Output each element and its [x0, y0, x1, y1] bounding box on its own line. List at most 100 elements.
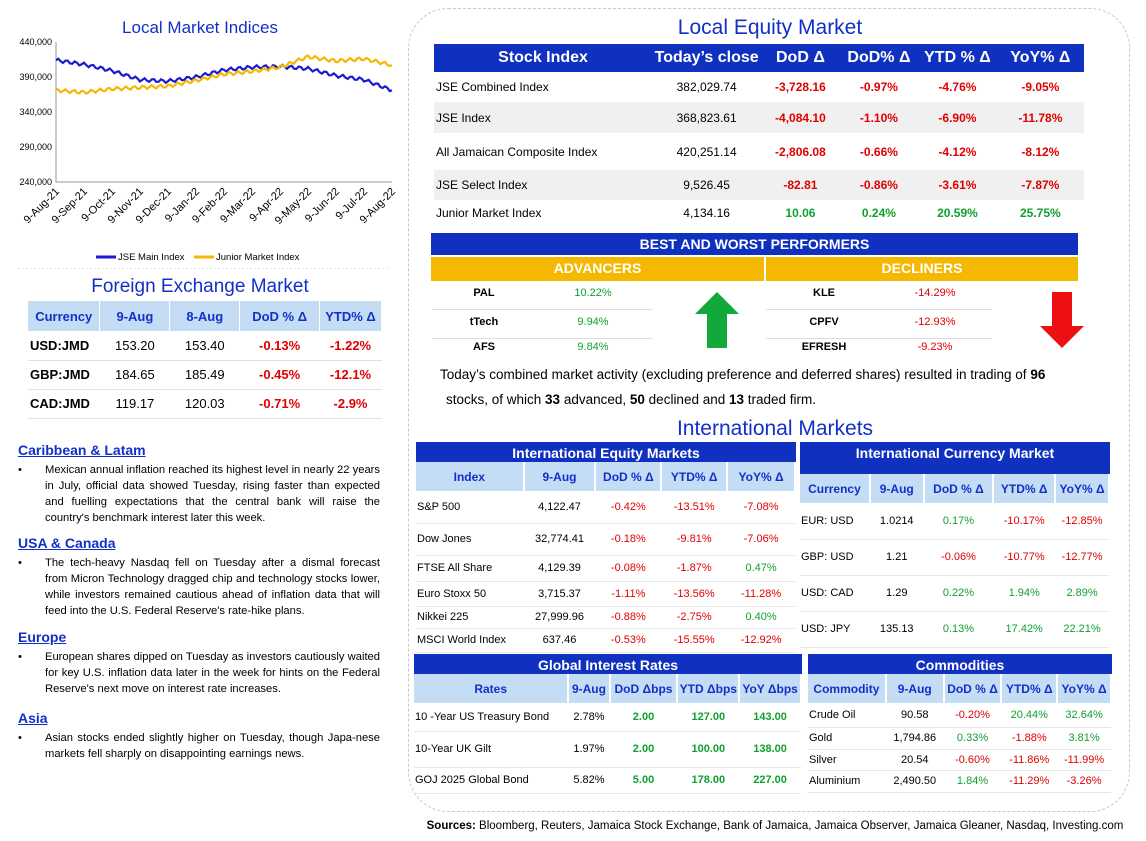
cell-value: -2,806.08 — [775, 144, 826, 159]
news-item: • European shares dipped on Tuesday as in… — [18, 649, 380, 697]
column-header: YoY% Δ — [1057, 674, 1112, 703]
row-label: JSE Index — [436, 110, 491, 125]
advancers-header: ADVANCERS — [431, 257, 764, 281]
row-label: Crude Oil — [808, 703, 886, 728]
column-header: YTD% Δ — [319, 301, 382, 331]
column-header: 9-Aug — [523, 462, 597, 491]
cell-value: 1.0214 — [869, 503, 924, 540]
cell-value: 143.00 — [739, 703, 801, 732]
cell-value: 227.00 — [739, 767, 801, 794]
row-divider — [766, 338, 992, 339]
cell-value: 1.94% — [993, 575, 1056, 612]
bullet-icon: • — [18, 651, 22, 663]
column-header: YTD% Δ — [993, 474, 1057, 503]
row-divider — [432, 338, 652, 339]
column-header: Index — [416, 462, 525, 491]
news-heading: Europe — [18, 629, 67, 645]
cell-value: -1.22% — [319, 331, 382, 361]
right-panel-frame — [408, 8, 1130, 812]
cell-value: -10.77% — [993, 539, 1056, 576]
advancer-ticker: AFS — [473, 341, 495, 353]
row-label: EUR: USD — [800, 503, 870, 540]
up-arrow-icon — [695, 292, 739, 348]
cell-value: 2.89% — [1055, 575, 1109, 612]
cell-value: 32,774.41 — [523, 523, 596, 556]
advancer-change: 10.22% — [574, 287, 612, 299]
bullet-icon: • — [18, 732, 22, 744]
table-row: GBP: USD 1.21 -0.06% -10.77% -12.77% — [800, 539, 1109, 576]
row-label: GOJ 2025 Global Bond — [414, 767, 569, 794]
intl-equity-title: International Equity Markets — [416, 442, 796, 464]
advancer-change: 9.84% — [577, 341, 609, 353]
decliner-ticker: CPFV — [809, 316, 839, 328]
news-text: The tech-heavy Nasdaq fell on Tuesday af… — [45, 557, 380, 617]
row-label: 10 -Year US Treasury Bond — [414, 703, 569, 732]
table-row: GBP:JMD 184.65 185.49 -0.45% -12.1% — [28, 360, 382, 390]
cell-value: -9.81% — [661, 523, 728, 556]
cell-value: 20.44% — [1001, 703, 1058, 728]
index-chart-title: Local Market Indices — [122, 18, 278, 37]
cell-value: -4.76% — [938, 80, 977, 94]
cell-value: -0.97% — [859, 80, 898, 94]
fx-title: Foreign Exchange Market — [91, 276, 309, 297]
table-row: USD: JPY 135.13 0.13% 17.42% 22.21% — [800, 611, 1109, 648]
table-row: Aluminium 2,490.50 1.84% -11.29% -3.26% — [808, 770, 1111, 793]
cell-value: -9.05% — [1021, 80, 1060, 94]
cell-value: 637.46 — [523, 628, 596, 653]
column-header: 9-Aug — [869, 474, 925, 503]
cell-value: 0.17% — [923, 503, 994, 540]
cell-value: -1.11% — [595, 581, 662, 607]
cell-value: 5.82% — [568, 767, 610, 794]
row-label: S&P 500 — [416, 491, 524, 524]
cell-value: -7.87% — [1021, 178, 1060, 192]
local-equity-table: Stock Index Today’s close DoD Δ DoD% Δ YTD %… — [434, 44, 1084, 226]
cell-value: 2.00 — [609, 731, 678, 768]
column-header: 9-Aug — [568, 674, 611, 703]
row-divider — [766, 309, 992, 310]
cell-value: 10.06 — [785, 206, 816, 220]
cell-value: 20.59% — [937, 206, 978, 220]
cell-value: -0.18% — [595, 523, 662, 556]
cell-value: 2.00 — [609, 703, 678, 732]
column-header: DoD % Δ — [595, 462, 663, 491]
cell-value: -0.20% — [943, 703, 1002, 728]
cell-value: 17.42% — [993, 611, 1056, 648]
table-row: GOJ 2025 Global Bond 5.82% 5.00 178.00 227.0… — [414, 767, 801, 794]
intl-currency-title: International Currency Market — [800, 442, 1110, 474]
row-label: Silver — [808, 749, 886, 771]
advancer-change: 9.94% — [577, 316, 609, 328]
y-tick-label: 440,000 — [19, 37, 52, 47]
row-label: MSCI World Index — [416, 628, 524, 653]
row-label: Nikkei 225 — [416, 606, 524, 629]
cell-value: -11.86% — [1001, 749, 1058, 771]
cell-value: 100.00 — [677, 731, 740, 768]
cell-value: -12.1% — [319, 360, 382, 390]
cell-value: 368,823.61 — [676, 110, 737, 125]
y-tick-label: 340,000 — [19, 107, 52, 117]
cell-value: 9,526.45 — [683, 178, 730, 192]
table-row: Junior Market Index 4,134.16 10.06 0.24% 20.… — [434, 200, 1084, 226]
down-arrow-icon — [1040, 292, 1084, 348]
cell-value: -2.75% — [661, 606, 728, 629]
interest-rates-table: Rates 9-Aug DoD Δbps YTD Δbps YoY Δbps 10 -Y… — [414, 674, 802, 794]
row-label: CAD:JMD — [28, 389, 100, 419]
cell-value: 0.24% — [861, 206, 896, 220]
column-header: 9-Aug — [885, 674, 945, 703]
column-header: Rates — [414, 674, 570, 703]
row-label: USD: JPY — [800, 611, 870, 648]
y-tick-label: 240,000 — [19, 177, 52, 187]
cell-value: 127.00 — [677, 703, 740, 732]
cell-value: -12.92% — [727, 628, 795, 653]
cell-value: 2,490.50 — [885, 770, 944, 793]
table-row: 10-Year UK Gilt 1.97% 2.00 100.00 138.00 — [414, 731, 801, 768]
table-row: 10 -Year US Treasury Bond 2.78% 2.00 127.00… — [414, 703, 801, 732]
cell-value: 185.49 — [169, 360, 240, 390]
decliner-change: -14.29% — [914, 287, 956, 299]
cell-value: -0.13% — [239, 331, 320, 361]
row-label: 10-Year UK Gilt — [414, 731, 569, 768]
cell-value: -15.55% — [661, 628, 728, 653]
cell-value: -11.29% — [1001, 770, 1058, 793]
column-header: DoD Δbps — [609, 674, 679, 703]
column-header: YTD% Δ — [1001, 674, 1059, 703]
cell-value: 1.29 — [869, 575, 924, 612]
